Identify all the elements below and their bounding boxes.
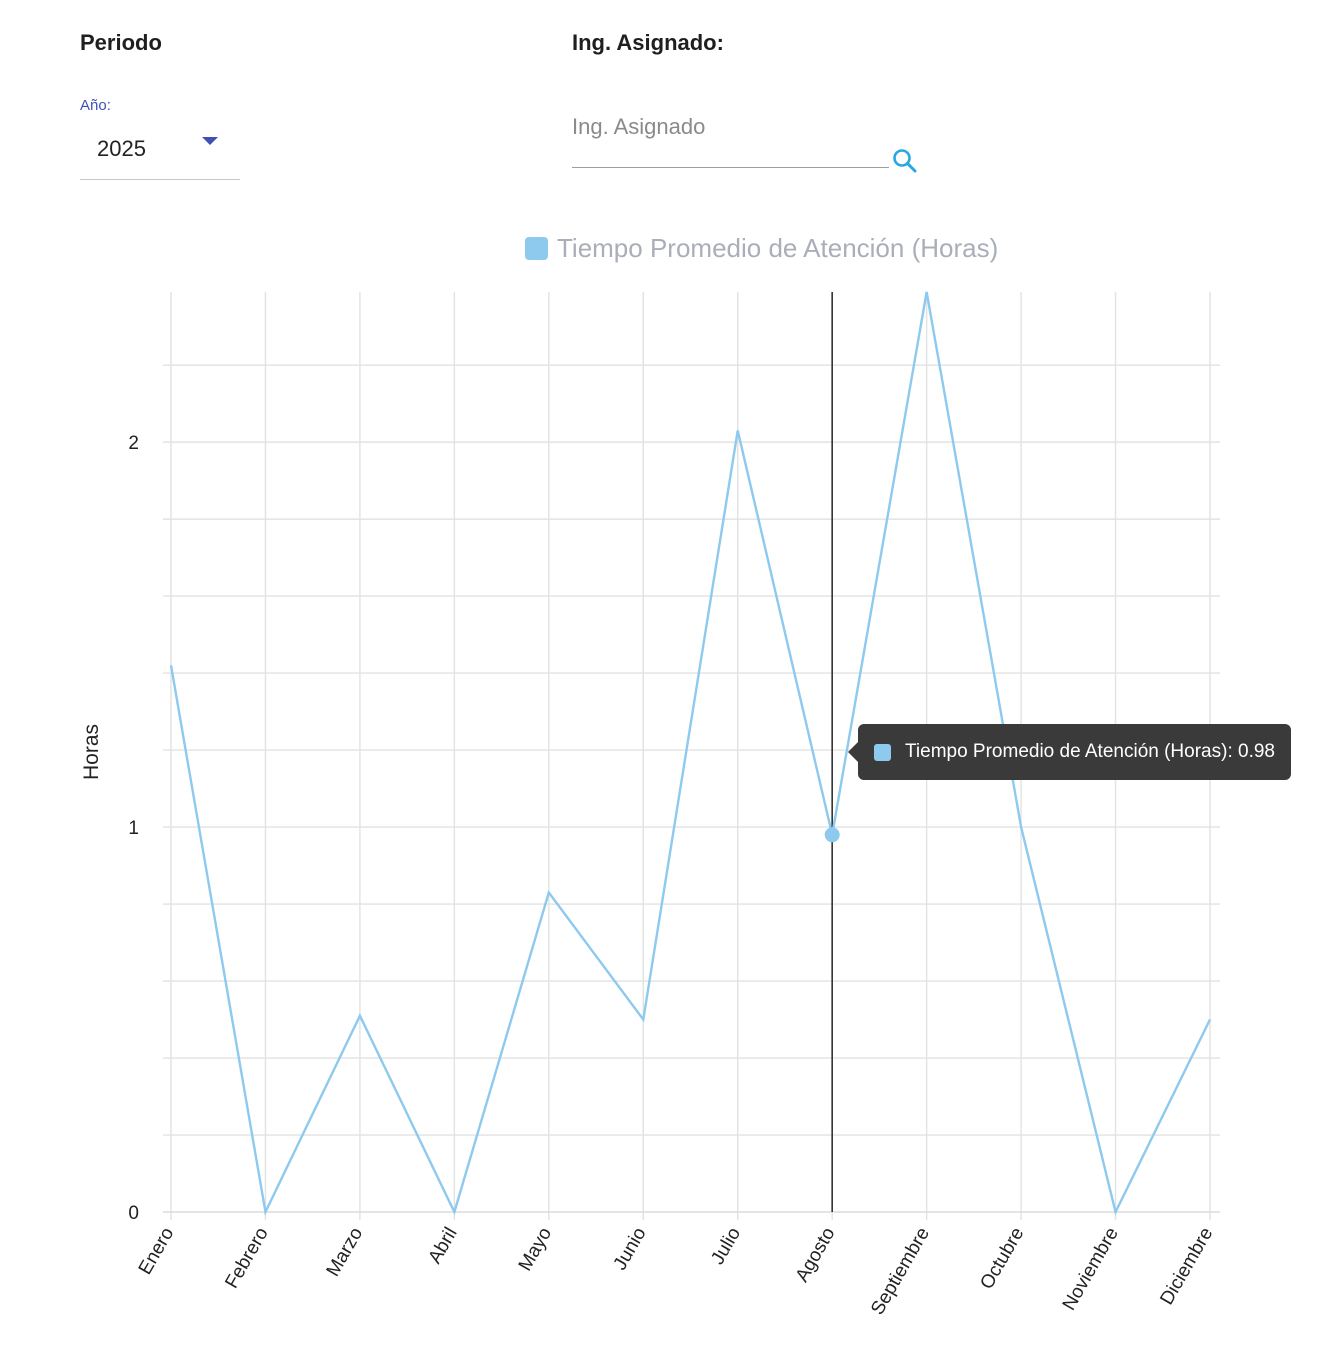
data-point bbox=[546, 890, 552, 896]
data-point bbox=[1113, 1209, 1119, 1215]
chart-canvas: 0 1 2 Horas Enero Febrero Marzo Abril Mayo Junio J… bbox=[80, 289, 1220, 1319]
ing-asignado-input[interactable] bbox=[572, 110, 889, 168]
caret-down-icon[interactable] bbox=[202, 137, 218, 145]
x-tick-label: Octubre bbox=[976, 1224, 1028, 1293]
line-chart: Tiempo Promedio de Atención (Horas) 0 1 2 H… bbox=[0, 220, 1332, 1340]
chart-tooltip: Tiempo Promedio de Atención (Horas): 0.9… bbox=[848, 724, 1291, 780]
x-tick-label: Junio bbox=[610, 1224, 651, 1274]
x-tick-label: Mayo bbox=[515, 1224, 556, 1275]
data-point bbox=[168, 662, 174, 668]
periodo-title: Periodo bbox=[80, 30, 162, 55]
x-tick-label: Abril bbox=[424, 1224, 461, 1267]
chart-legend-item[interactable]: Tiempo Promedio de Atención (Horas) bbox=[525, 232, 999, 263]
highlighted-data-point bbox=[824, 827, 840, 843]
data-point bbox=[735, 428, 741, 434]
series-line bbox=[169, 291, 1212, 1216]
x-tick-label: Noviembre bbox=[1059, 1224, 1123, 1314]
x-tick-label: Enero bbox=[135, 1224, 179, 1278]
tooltip-arrow bbox=[848, 742, 858, 762]
x-tick-label: Marzo bbox=[323, 1224, 368, 1280]
data-point bbox=[1207, 1017, 1213, 1023]
data-point bbox=[262, 1209, 268, 1215]
year-label: Año: bbox=[80, 97, 111, 114]
tooltip-text: Tiempo Promedio de Atención (Horas): 0.9… bbox=[905, 741, 1275, 762]
data-point bbox=[640, 1017, 646, 1023]
data-point bbox=[451, 1209, 457, 1215]
x-tick-label: Septiembre bbox=[867, 1224, 934, 1319]
x-tick-label: Agosto bbox=[792, 1224, 840, 1286]
legend-swatch bbox=[525, 236, 548, 260]
year-select[interactable]: Año: 2025 bbox=[80, 96, 240, 180]
data-point bbox=[924, 289, 930, 295]
data-point bbox=[1018, 824, 1024, 830]
y-axis-title: Horas bbox=[80, 724, 103, 780]
x-tick-label: Febrero bbox=[221, 1224, 272, 1292]
x-tick-label: Diciembre bbox=[1156, 1224, 1217, 1309]
x-tick-label: Julio bbox=[707, 1224, 745, 1268]
y-tick-label: 2 bbox=[128, 433, 139, 454]
tooltip-swatch bbox=[874, 743, 891, 761]
year-value: 2025 bbox=[97, 136, 146, 161]
y-tick-label: 0 bbox=[128, 1203, 139, 1224]
data-point bbox=[357, 1013, 363, 1019]
legend-label: Tiempo Promedio de Atención (Horas) bbox=[557, 232, 999, 263]
y-tick-label: 1 bbox=[128, 818, 139, 839]
search-icon[interactable] bbox=[889, 145, 921, 177]
ing-asignado-title: Ing. Asignado: bbox=[572, 30, 724, 55]
